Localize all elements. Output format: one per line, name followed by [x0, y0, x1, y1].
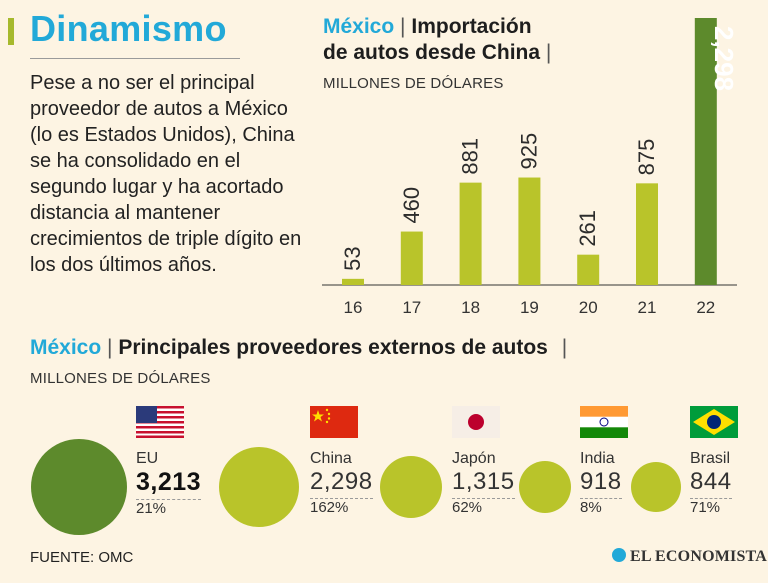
x-tick-label-21: 21	[638, 298, 657, 317]
bar-20	[577, 254, 600, 285]
japan-flag-icon	[452, 406, 500, 438]
bar-value-label-16: 53	[340, 246, 365, 270]
supplier-change: 62%	[452, 499, 483, 516]
supplier-value: 918	[580, 468, 622, 499]
supplier-name: Brasil	[690, 450, 731, 467]
bar-value-label-17: 460	[399, 187, 424, 224]
bubble-section-separator: |	[107, 336, 113, 359]
logo-text: EL ECONOMISTA	[630, 548, 767, 565]
bar-chart-title: México | Importación de autos desde Chin…	[323, 14, 551, 66]
brazil-flag-icon	[690, 406, 738, 438]
supplier-value: 1,315	[452, 468, 515, 499]
supplier-eu: EU 3,213 21%	[136, 450, 202, 517]
title-divider	[30, 58, 240, 59]
bubble-section-trailing: |	[561, 336, 568, 359]
supplier-name: Japón	[452, 450, 496, 467]
bubble-section-title-text: Principales proveedores externos de auto…	[118, 336, 548, 359]
supplier-name: India	[580, 450, 615, 467]
supplier-value: 3,213	[136, 468, 202, 500]
supplier-name: China	[310, 450, 352, 467]
bubble-section-title: México | Principales proveedores externo…	[30, 336, 567, 360]
usa-flag-icon	[136, 406, 184, 438]
bubble-japan	[380, 456, 442, 518]
bar-17	[400, 231, 423, 285]
accent-bar	[8, 18, 14, 45]
bar-22	[694, 18, 717, 285]
india-flag-icon	[580, 406, 628, 438]
bar-value-label-18: 881	[458, 138, 483, 175]
supplier-brazil: Brasil 844 71%	[690, 450, 732, 516]
bubble-eu	[31, 439, 127, 535]
page-title: Dinamismo	[30, 8, 227, 49]
x-tick-label-18: 18	[461, 298, 480, 317]
import-bar-chart: 53 16 460 17 881 18 925 19 261 20 875 21 2,298 22	[322, 18, 739, 317]
bar-21	[636, 183, 658, 285]
bar-value-label-19: 925	[516, 133, 541, 170]
bubble-china	[219, 447, 299, 527]
source-note: FUENTE: OMC	[30, 549, 134, 566]
x-tick-label-20: 20	[579, 298, 598, 317]
x-tick-label-16: 16	[344, 298, 363, 317]
bubble-section-units: MILLONES DE DÓLARES	[30, 370, 211, 387]
x-tick-label-22: 22	[696, 298, 715, 317]
supplier-japan: Japón 1,315 62%	[452, 450, 515, 516]
bar-chart-separator: |	[400, 15, 406, 38]
supplier-name: EU	[136, 450, 159, 467]
supplier-change: 21%	[136, 500, 167, 517]
bubble-section-country: México	[30, 336, 102, 359]
bar-value-label-20: 261	[575, 210, 600, 247]
bar-chart-title-line2: de autos desde China	[323, 41, 541, 64]
bar-chart-units: MILLONES DE DÓLARES	[323, 75, 504, 92]
description-text: Pese a no ser el principal proveedor de …	[30, 72, 302, 276]
supplier-change: 162%	[310, 499, 349, 516]
x-tick-label-19: 19	[520, 298, 539, 317]
bar-16	[342, 278, 364, 285]
supplier-value: 2,298	[310, 468, 373, 499]
publisher-logo: EL ECONOMISTA	[612, 548, 767, 566]
x-tick-label-17: 17	[402, 298, 421, 317]
supplier-change: 8%	[580, 499, 602, 516]
bar-19	[518, 177, 541, 285]
supplier-india: India 918 8%	[580, 450, 622, 516]
supplier-china: China 2,298 162%	[310, 450, 373, 516]
bar-18	[459, 182, 482, 285]
supplier-change: 71%	[690, 499, 721, 516]
bar-value-label-21: 875	[634, 139, 659, 176]
bar-chart-country: México	[323, 15, 395, 38]
logo-mark-icon	[612, 548, 626, 562]
china-flag-icon	[310, 406, 358, 438]
bubble-india	[519, 461, 571, 513]
bubble-brazil	[631, 462, 681, 512]
supplier-value: 844	[690, 468, 732, 499]
bar-chart-title-trailing: |	[545, 41, 552, 64]
bar-value-label-22: 2,298	[709, 26, 739, 91]
bar-chart-title-line1: Importación	[411, 15, 532, 38]
